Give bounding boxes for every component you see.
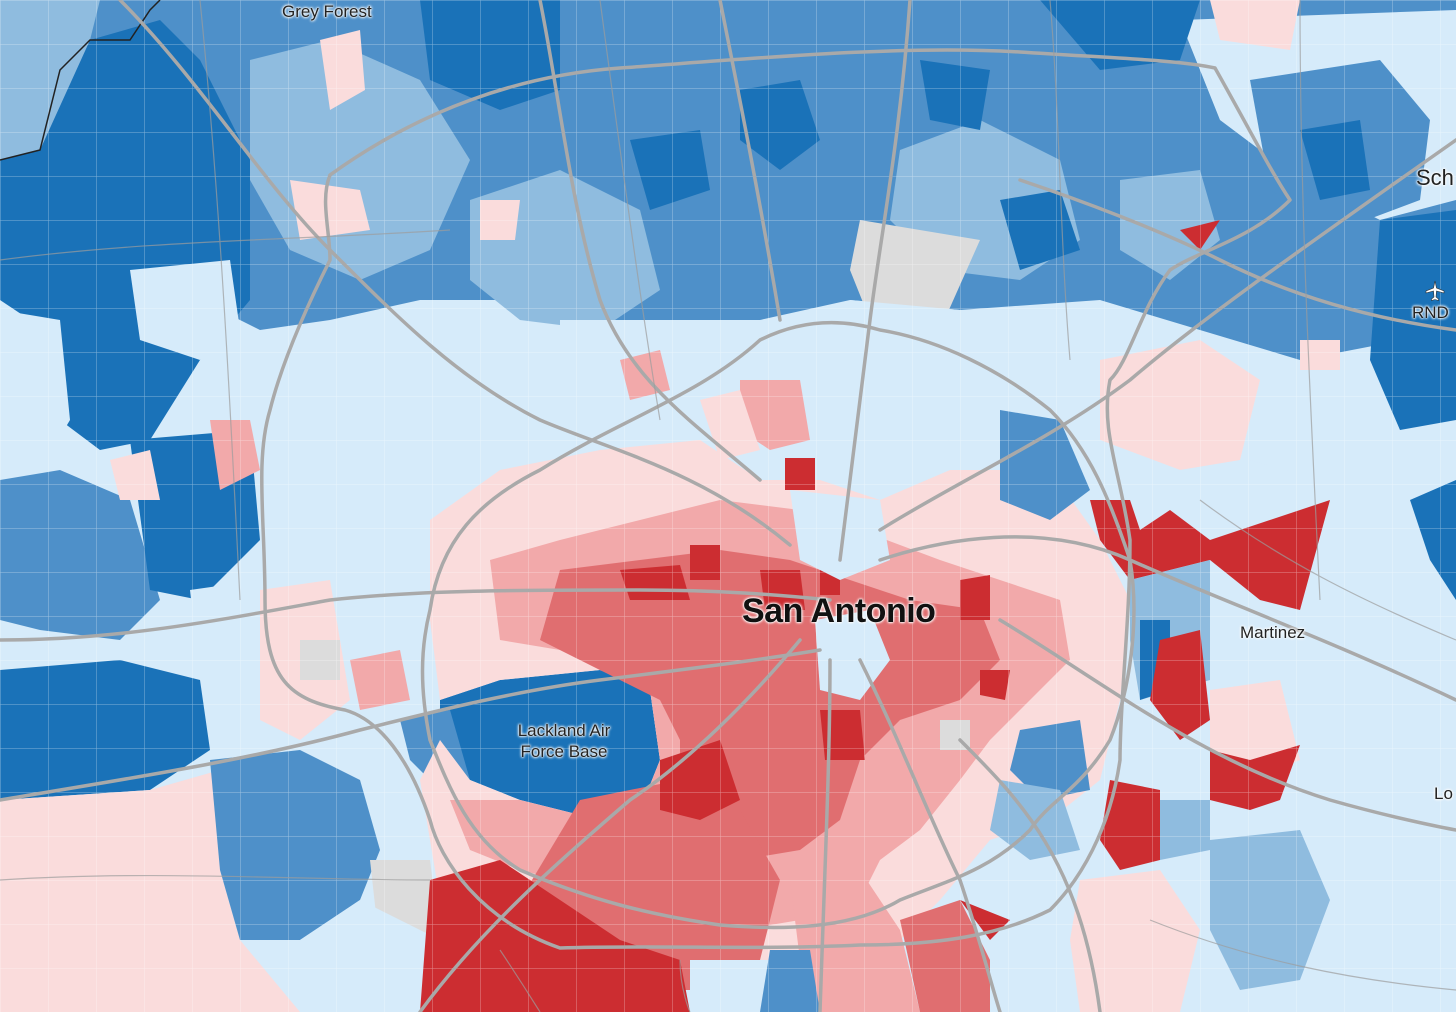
county-border <box>0 0 161 161</box>
loop-1604 <box>259 48 1292 950</box>
label-lo-partial: Lo <box>1434 784 1453 803</box>
i-37-south <box>858 658 1002 1012</box>
highway-southeast <box>958 738 1102 1012</box>
us-281-north <box>838 0 912 562</box>
highway-16-south <box>818 658 832 1012</box>
airplane-icon <box>1425 280 1445 301</box>
highway-west <box>0 588 832 642</box>
label-san-antonio: San Antonio <box>742 592 936 630</box>
loop-410 <box>420 320 1136 930</box>
highway-90 <box>0 648 822 802</box>
highway-northeast-3 <box>1018 178 1456 332</box>
label-rnd: RND <box>1412 303 1449 322</box>
highway-east-87 <box>998 618 1456 832</box>
i-10-east <box>878 535 1456 702</box>
highway-north-2 <box>718 0 782 322</box>
label-schertz-partial: Sch <box>1416 165 1454 190</box>
i-10-northwest <box>118 0 792 547</box>
i-35-southwest <box>418 638 802 1012</box>
label-lackland-air-force-base: Lackland Air Force Base <box>508 720 620 762</box>
label-martinez: Martinez <box>1240 623 1306 642</box>
label-lackland-line-2: Force Base <box>520 742 608 761</box>
label-lackland-line-1: Lackland Air <box>517 721 611 740</box>
i-35-northeast <box>878 138 1456 532</box>
label-grey-forest: Grey Forest <box>282 2 372 21</box>
highway-north-1 <box>538 0 762 482</box>
